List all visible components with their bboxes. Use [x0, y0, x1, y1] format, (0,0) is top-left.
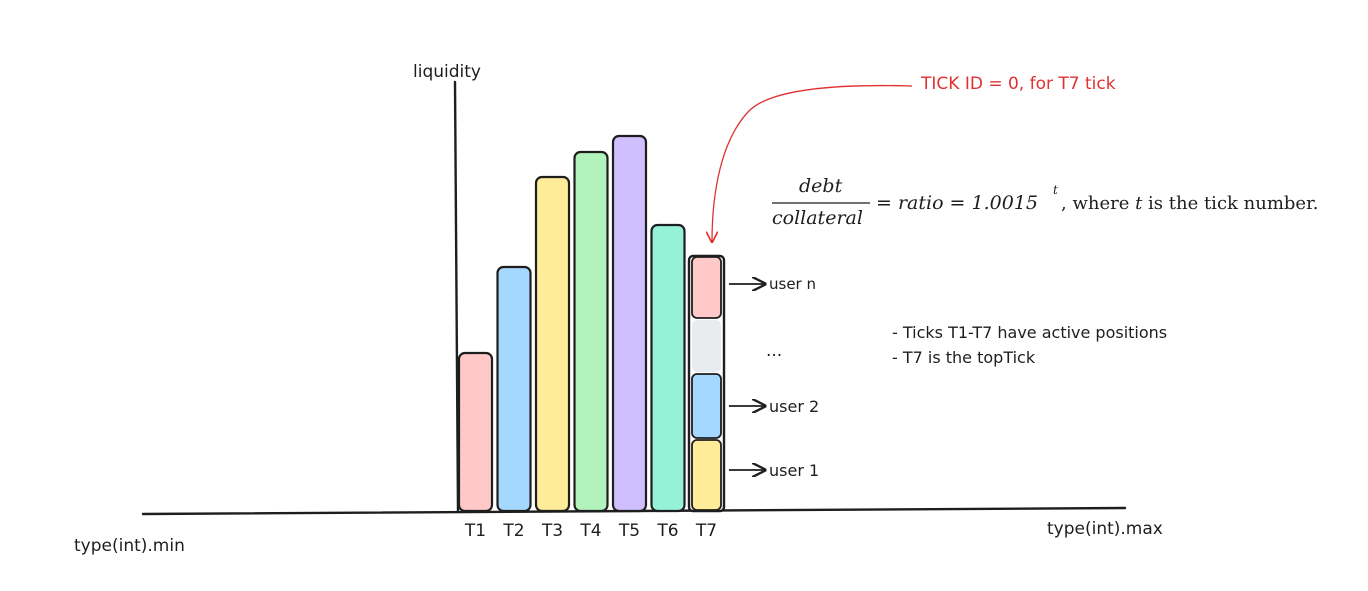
tick-id-arrow — [712, 84, 913, 242]
t7-segment-4 — [691, 256, 722, 319]
note-top-tick: - T7 is the topTick — [892, 348, 1036, 367]
bar-t5 — [611, 134, 648, 513]
user-1-label: user 1 — [769, 461, 819, 480]
y-axis — [453, 80, 460, 514]
tick-label-t6: T6 — [656, 521, 678, 541]
tick-labels: T1 T2 T3 T4 T5 T6 T7 — [464, 521, 717, 541]
where-prefix: , where — [1061, 193, 1135, 214]
ellipsis-label: ... — [766, 341, 782, 361]
bar-t4 — [573, 150, 609, 513]
tick-label-t3: T3 — [541, 521, 563, 541]
tick-label-t1: T1 — [464, 521, 486, 541]
formula-denominator: collateral — [772, 207, 863, 229]
x-max-label: type(int).max — [1047, 519, 1163, 539]
where-suffix: is the tick number. — [1142, 193, 1318, 214]
tick-label-t7: T7 — [695, 521, 717, 541]
user-2-label: user 2 — [769, 397, 819, 416]
t7-stacked-bar — [687, 254, 726, 513]
ratio-formula: debt collateral = ratio = 1.0015 t , whe… — [772, 175, 1318, 229]
t7-segment-3 — [692, 320, 721, 372]
formula-ratio: = ratio = 1.0015 — [876, 192, 1038, 214]
tick-label-t5: T5 — [618, 521, 640, 541]
bar-t2 — [496, 265, 532, 513]
bar-t1 — [457, 351, 494, 513]
tick-id-annotation: TICK ID = 0, for T7 tick — [920, 74, 1116, 94]
t7-segment-2 — [691, 373, 722, 439]
t7-segment-1 — [691, 439, 722, 511]
tick-label-t2: T2 — [502, 521, 524, 541]
user-n-label: user n — [769, 275, 816, 293]
y-axis-label: liquidity — [413, 62, 481, 82]
tick-bars — [457, 134, 686, 513]
formula-exponent: t — [1053, 183, 1058, 197]
formula-where: , where t is the tick number. — [1061, 193, 1318, 214]
note-active-positions: - Ticks T1-T7 have active positions — [892, 323, 1167, 342]
bar-t3 — [534, 175, 571, 513]
bar-t6 — [650, 223, 686, 513]
where-var: t — [1135, 193, 1143, 214]
x-min-label: type(int).min — [74, 536, 185, 556]
formula-numerator: debt — [799, 175, 843, 197]
tick-label-t4: T4 — [579, 521, 601, 541]
